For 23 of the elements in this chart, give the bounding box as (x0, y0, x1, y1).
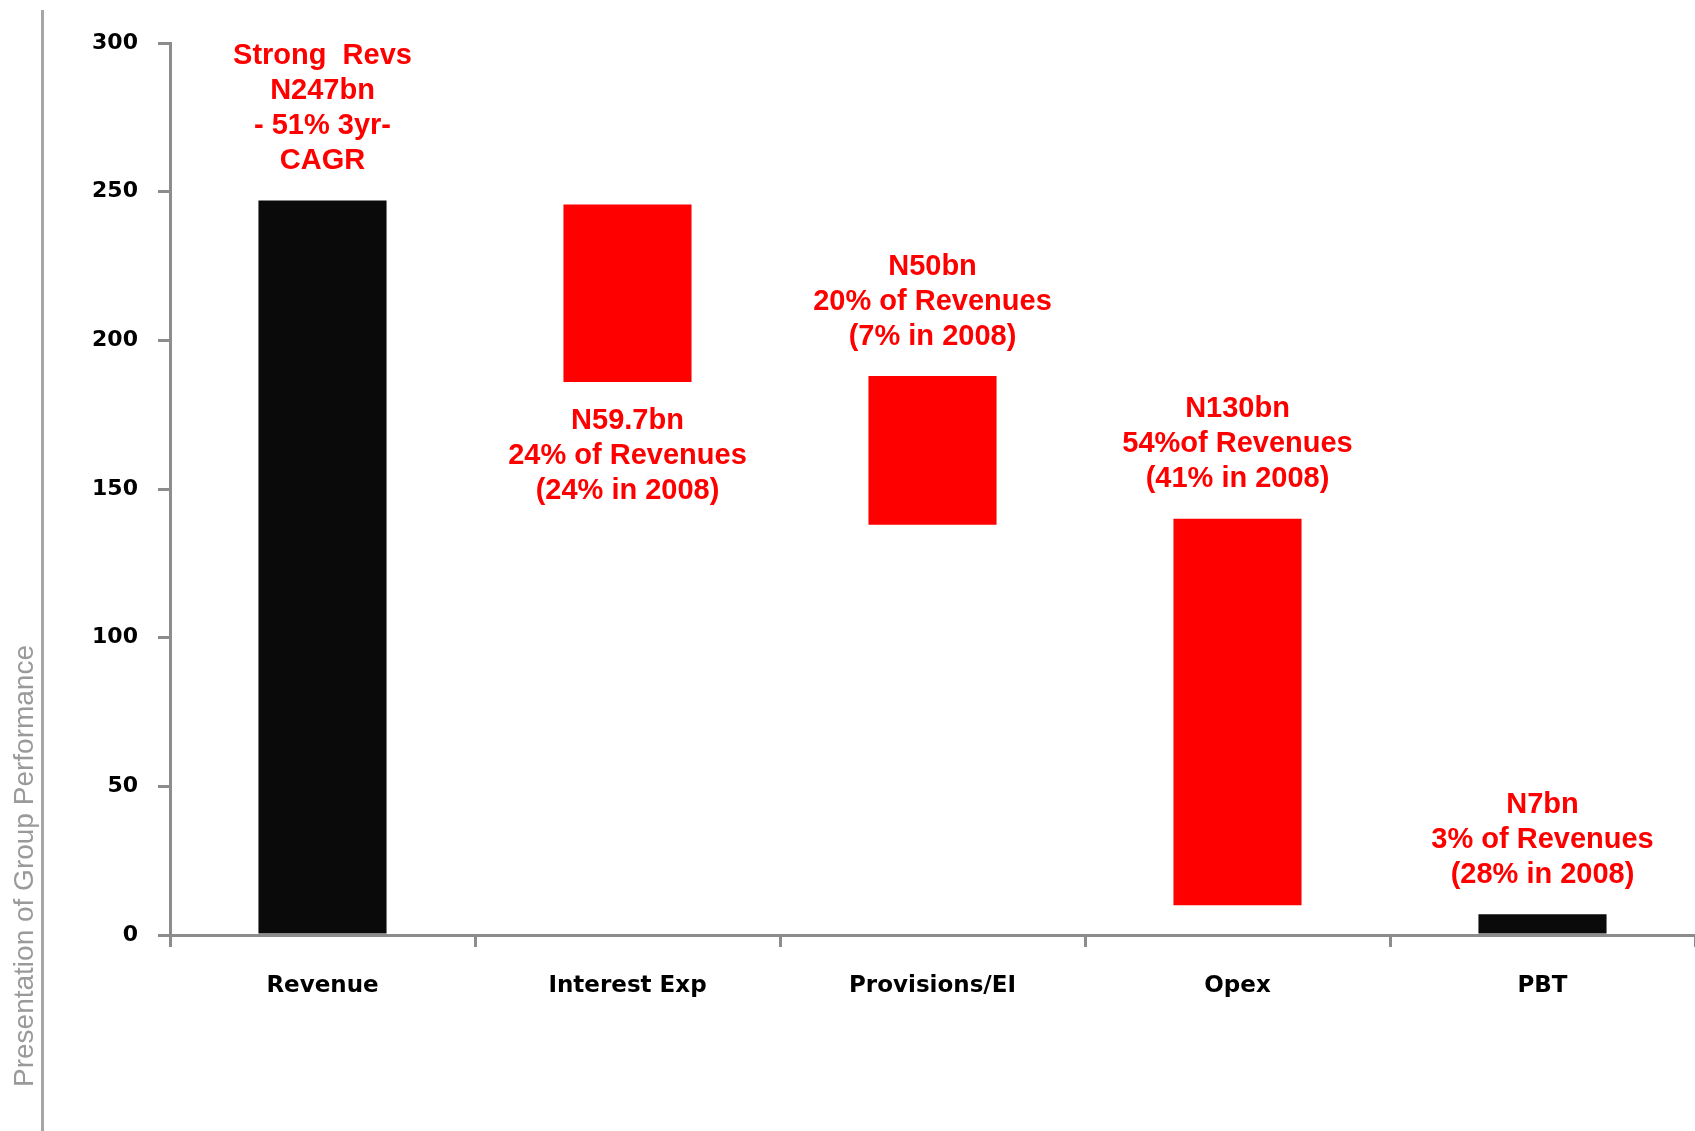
x-tick-label: PBT (1517, 970, 1568, 997)
text: Presentation of Group Performance (8, 644, 40, 1088)
x-tick-label: Provisions/EI (849, 970, 1016, 997)
y-tick-label: 100 (92, 623, 138, 649)
x-tick-label: Opex (1204, 970, 1271, 997)
bar (1478, 914, 1607, 934)
annotation: N59.7bn 24% of Revenues (24% in 2008) (508, 403, 747, 506)
annotation: N130bn 54%of Revenues (41% in 2008) (1122, 391, 1353, 494)
bar (868, 376, 997, 525)
y-tick-label: 250 (92, 177, 138, 203)
y-tick-label: 150 (92, 474, 138, 500)
y-tick-label: 200 (92, 326, 138, 352)
x-tick-label: Revenue (266, 970, 379, 997)
bar (258, 200, 387, 934)
annotation: Strong Revs N247bn - 51% 3yr- CAGR (233, 38, 412, 176)
y-tick-label: 0 (122, 920, 138, 946)
x-tick-label: Interest Exp (548, 970, 707, 997)
bar (1173, 518, 1302, 906)
y-tick-label: 300 (92, 28, 138, 54)
annotation: N50bn 20% of Revenues (7% in 2008) (813, 248, 1052, 351)
bar (563, 204, 692, 382)
y-tick-label: 50 (107, 772, 138, 798)
annotation: N7bn 3% of Revenues (28% in 2008) (1431, 786, 1654, 889)
